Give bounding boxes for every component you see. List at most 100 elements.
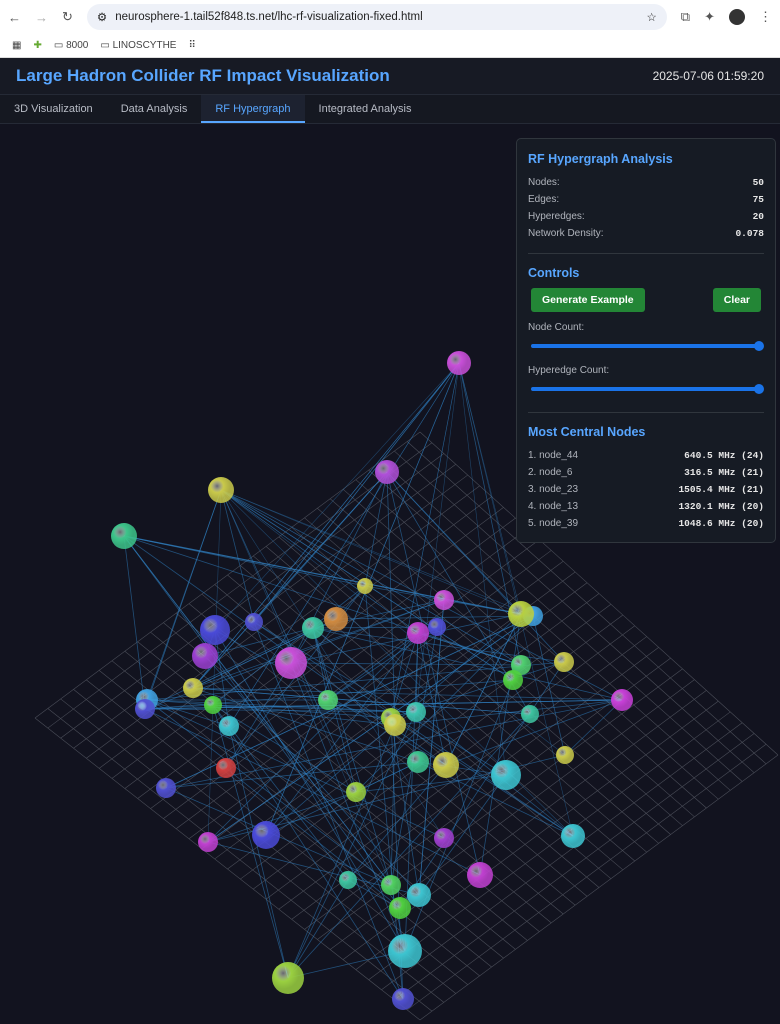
bookmark-icon[interactable]: ✚ [33,39,42,51]
graph-node[interactable] [381,875,401,895]
reload-icon[interactable]: ↻ [62,9,73,24]
edge [445,613,522,766]
graph-node[interactable] [318,690,338,710]
grid-icon[interactable]: ⠿ [188,39,196,51]
slider-thumb[interactable] [754,341,764,351]
node-name: 2. node_6 [528,467,573,478]
profile-avatar[interactable] [729,9,745,25]
graph-node[interactable] [467,862,493,888]
central-node-row[interactable]: 3. node_23 1505.4 MHz (21) [528,481,764,498]
node-count-slider[interactable] [531,341,764,351]
graph-node[interactable] [192,643,218,669]
bookmark-8000[interactable]: ▭ 8000 [53,39,89,51]
bookmark-linoscythe[interactable]: ▭ LINOSCYTHE [100,39,177,51]
edge [386,471,481,876]
star-icon[interactable]: ☆ [646,12,657,24]
graph-node[interactable] [156,778,176,798]
hyperedge [390,362,460,719]
stat-label: Network Density: [528,228,604,239]
graph-node[interactable] [272,962,304,994]
graph-node[interactable] [521,705,539,723]
central-node-row[interactable]: 1. node_44 640.5 MHz (24) [528,447,764,464]
node-count-label: Node Count: [528,322,585,333]
edge [212,704,417,713]
edge [417,632,522,666]
graph-node[interactable] [611,689,633,711]
graph-node[interactable] [503,670,523,690]
central-node-row[interactable]: 4. node_13 1320.1 MHz (20) [528,498,764,515]
graph-node[interactable] [357,578,373,594]
back-icon[interactable]: ← [8,9,21,25]
graph-node[interactable] [491,760,521,790]
edge [399,661,565,909]
tab-integrated-analysis[interactable]: Integrated Analysis [318,103,412,115]
graph-node[interactable] [389,897,411,919]
edge [312,627,392,886]
graph-node[interactable] [245,613,263,631]
graph-node[interactable] [392,988,414,1010]
tab-data-analysis[interactable]: Data Analysis [120,103,188,115]
apps-icon[interactable]: ▦ [12,39,22,51]
generate-example-button[interactable]: Generate Example [531,288,645,312]
graph-node[interactable] [135,699,155,719]
graph-node[interactable] [434,828,454,848]
graph-node[interactable] [111,523,137,549]
graph-node[interactable] [511,655,531,675]
node-name: 5. node_39 [528,518,579,529]
graph-node[interactable] [428,618,446,636]
graph-node[interactable] [554,652,574,672]
graph-node[interactable] [388,934,422,968]
graph-node[interactable] [339,871,357,889]
graph-node[interactable] [407,751,429,773]
edge [212,704,404,1000]
graph-node[interactable] [204,696,222,714]
graph-node[interactable] [302,617,324,639]
graph-node[interactable] [216,758,236,778]
tab-3d-visualization[interactable]: 3D Visualization [14,103,93,115]
extensions-icon[interactable]: ⧉ [680,9,691,24]
forward-icon[interactable]: → [35,9,48,25]
graph-node[interactable] [556,746,574,764]
graph-node[interactable] [208,477,234,503]
graph-node[interactable] [252,821,280,849]
hyperedge [220,489,445,839]
edge [212,704,349,881]
graph-node[interactable] [433,752,459,778]
site-info-icon[interactable]: ⚙ [96,12,108,24]
clear-button[interactable]: Clear [712,288,761,312]
hyperedge-count-slider[interactable] [531,384,764,394]
graph-node[interactable] [407,883,431,907]
tab-bar: 3D Visualization Data Analysis RF Hyperg… [0,95,780,124]
central-node-row[interactable]: 2. node_6 316.5 MHz (21) [528,464,764,481]
graph-node[interactable] [407,622,429,644]
graph-node[interactable] [200,615,230,645]
hypergraph-canvas[interactable] [0,125,780,1024]
graph-node[interactable] [198,832,218,852]
address-bar[interactable]: ⚙ neurosphere-1.tail52f848.ts.net/lhc-rf… [86,4,667,30]
graph-node[interactable] [375,460,399,484]
graph-node[interactable] [434,590,454,610]
node-frequency: 1048.6 MHz (20) [678,518,764,529]
graph-node[interactable] [561,824,585,848]
tab-rf-hypergraph[interactable]: RF Hypergraph [201,95,305,123]
edge [290,662,522,666]
central-node-row[interactable]: 5. node_39 1048.6 MHz (20) [528,515,764,532]
graph-node[interactable] [219,716,239,736]
graph-node[interactable] [324,607,348,631]
edge [390,717,420,896]
graph-node[interactable] [406,702,426,722]
graph-node[interactable] [346,782,366,802]
graph-node[interactable] [275,647,307,679]
edge [146,699,392,886]
graph-node[interactable] [384,714,406,736]
menu-icon[interactable]: ⋮ [759,9,772,24]
graph-node[interactable] [183,678,203,698]
graph-node[interactable] [508,601,534,627]
edge [532,615,566,756]
stat-label: Hyperedges: [528,211,585,222]
panel-title: RF Hypergraph Analysis [528,152,673,166]
slider-thumb[interactable] [754,384,764,394]
hyperedge [207,489,222,843]
graph-node[interactable] [447,351,471,375]
puzzle-icon[interactable]: ✦ [704,9,715,24]
